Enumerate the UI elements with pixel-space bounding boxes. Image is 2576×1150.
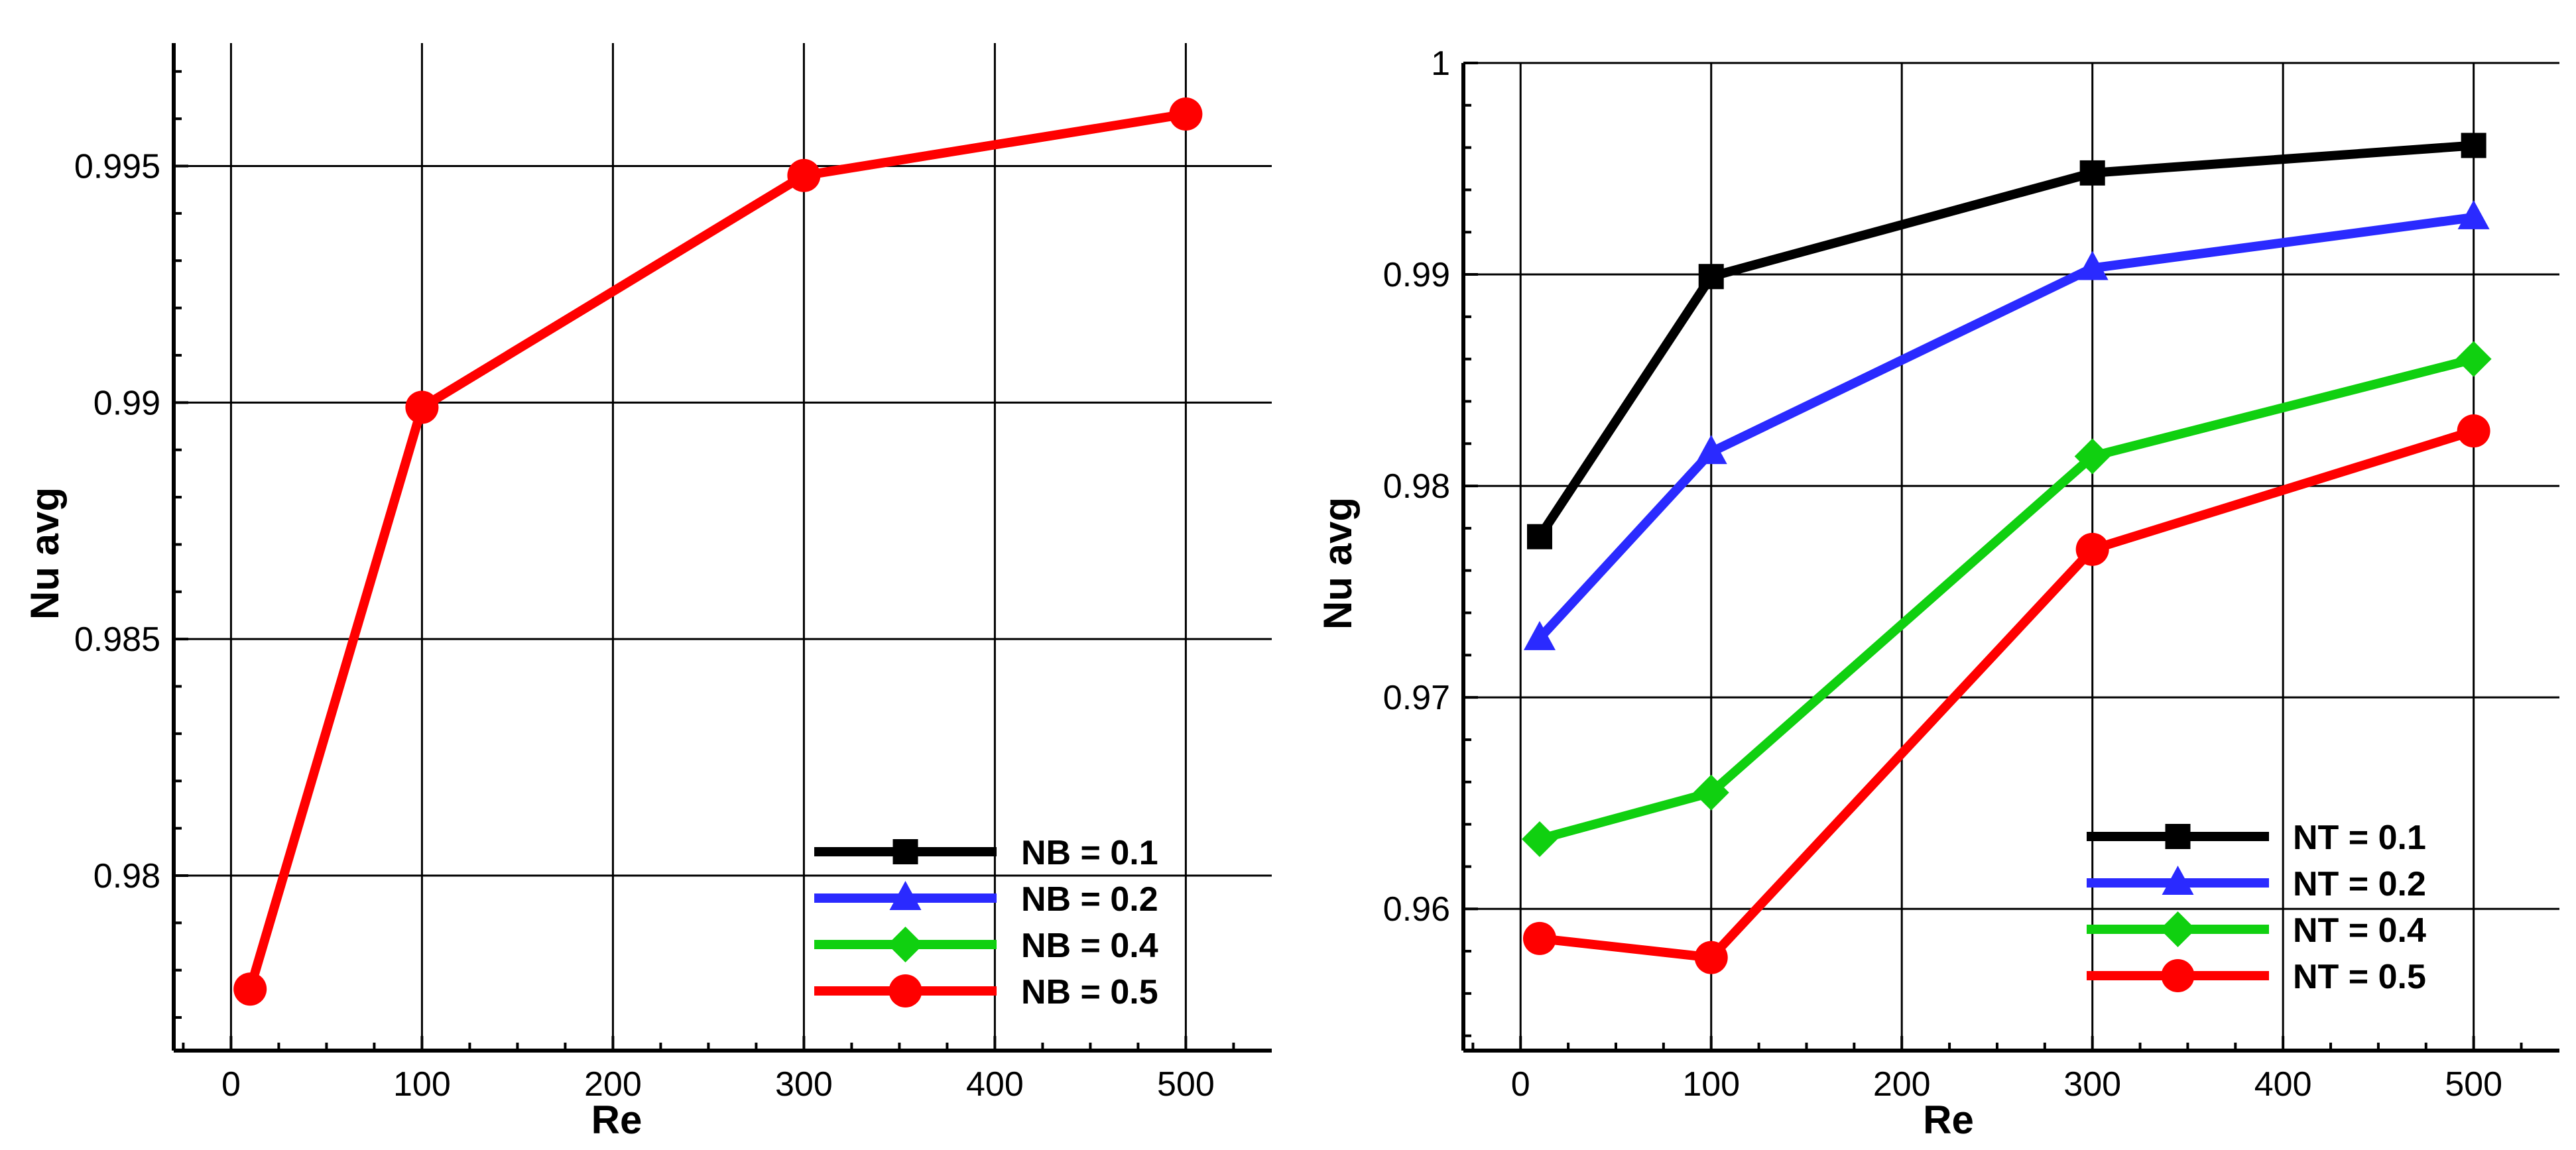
- data-point: [1698, 264, 1724, 290]
- x-axis-title: Re: [1923, 1098, 1974, 1142]
- series-line-4: [1539, 426, 2475, 962]
- x-tick-label: 300: [2063, 1065, 2121, 1104]
- x-tick-label: 400: [966, 1065, 1024, 1104]
- x-tick-label: 200: [584, 1065, 642, 1104]
- x-tick-label: 400: [2254, 1065, 2312, 1104]
- legend-marker: [2162, 866, 2194, 895]
- data-point: [1695, 435, 1727, 465]
- y-tick-label: 0.98: [93, 857, 160, 895]
- legend-marker: [889, 881, 922, 910]
- data-point: [1694, 941, 1728, 974]
- data-point: [2455, 341, 2492, 377]
- x-tick-label: 500: [1157, 1065, 1215, 1104]
- series-line-4: [245, 109, 1187, 991]
- data-point: [1693, 774, 1729, 811]
- y-tick-label: 0.985: [74, 620, 160, 659]
- y-tick-label: 0.96: [1383, 890, 1450, 929]
- legend-label: NB = 0.2: [1021, 880, 1158, 919]
- y-tick-label: 0.98: [1383, 467, 1450, 506]
- data-point: [1169, 97, 1203, 131]
- data-point: [233, 972, 267, 1006]
- y-tick-label: 0.99: [1383, 256, 1450, 294]
- legend-marker: [2161, 959, 2195, 992]
- data-point: [1526, 524, 1552, 549]
- legend-marker: [887, 927, 924, 962]
- legend-label: NT = 0.1: [2293, 819, 2426, 857]
- x-tick-label: 0: [221, 1065, 241, 1104]
- chart-left: 0 100 200 300 400 500 0.98 0.985 0.99 0.995 Re Nu a…: [23, 43, 1272, 1142]
- x-axis-title: Re: [591, 1098, 643, 1142]
- data-point: [1523, 620, 1556, 650]
- legend-marker: [2165, 824, 2191, 849]
- legend-marker: [889, 974, 922, 1007]
- x-tick-label: 500: [2445, 1065, 2502, 1104]
- data-point: [2076, 251, 2109, 280]
- data-point: [2075, 532, 2109, 566]
- series-line-3: [1538, 354, 2475, 844]
- x-tick-label: 300: [775, 1065, 833, 1104]
- legend-label: NT = 0.4: [2293, 911, 2426, 950]
- y-tick-label: 1: [1431, 44, 1450, 83]
- data-point: [787, 158, 821, 192]
- series-line-1: [1536, 141, 2475, 540]
- x-tick-label: 100: [1682, 1065, 1740, 1104]
- y-tick-label: 0.99: [93, 384, 160, 422]
- data-point: [405, 390, 439, 424]
- chart-right: 0 100 200 300 400 500 0.96 0.97 0.98 0.99 1 Re Nu av…: [1316, 44, 2559, 1142]
- data-point: [1521, 821, 1558, 857]
- y-tick-label: 0.995: [74, 148, 160, 186]
- data-point: [2461, 133, 2486, 158]
- legend-label: NB = 0.1: [1021, 834, 1158, 872]
- legend-label: NB = 0.5: [1021, 973, 1158, 1011]
- legend-marker: [2160, 911, 2196, 947]
- legend-label: NT = 0.2: [2293, 865, 2426, 903]
- y-axis-title: Nu avg: [23, 487, 67, 620]
- x-tick-label: 200: [1873, 1065, 1931, 1104]
- data-point: [2074, 438, 2111, 475]
- data-point: [2457, 414, 2490, 448]
- y-axis-title: Nu avg: [1316, 497, 1360, 630]
- legend-marker: [892, 839, 918, 864]
- data-point: [2079, 160, 2105, 186]
- legend-label: NB = 0.4: [1021, 927, 1158, 965]
- legend-label: NT = 0.5: [2293, 958, 2426, 996]
- data-point: [2457, 200, 2490, 229]
- y-tick-label: 0.97: [1383, 679, 1450, 717]
- data-point: [1522, 921, 1556, 955]
- x-tick-label: 0: [1511, 1065, 1530, 1104]
- series-line-2: [1536, 212, 2475, 642]
- x-tick-label: 100: [393, 1065, 451, 1104]
